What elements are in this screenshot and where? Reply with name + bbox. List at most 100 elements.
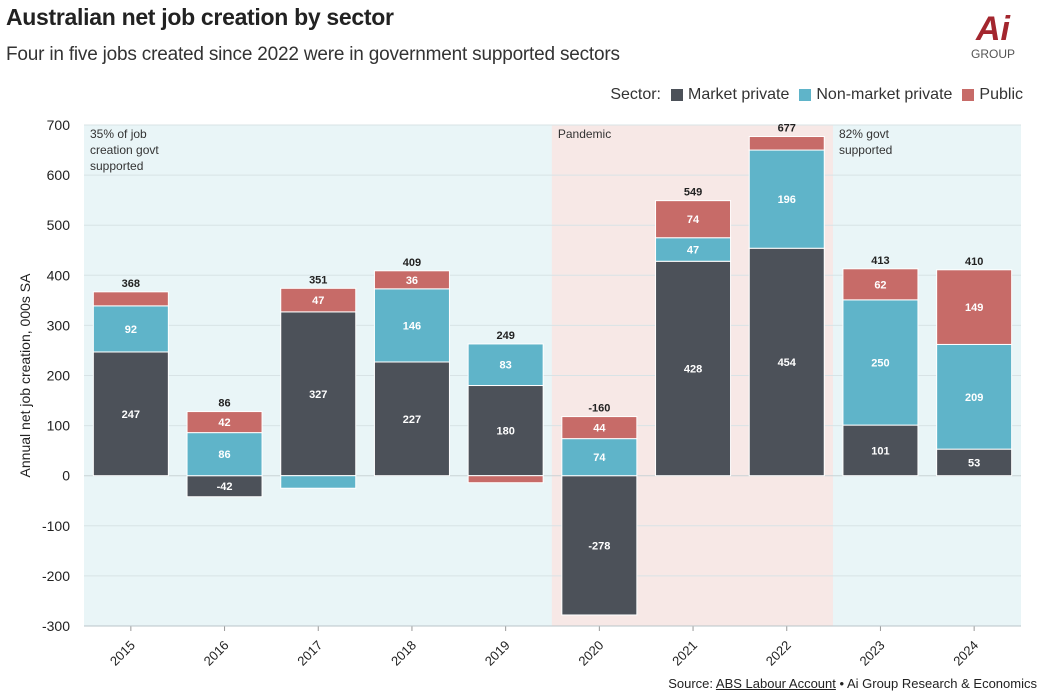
x-tick-label: 2017 xyxy=(294,638,325,669)
bar-value-label: 227 xyxy=(403,414,421,426)
bar-non-market-private xyxy=(373,288,450,363)
y-tick-label: 600 xyxy=(47,167,71,183)
bar-value-label: 42 xyxy=(218,417,230,429)
bar-total-label: 86 xyxy=(218,398,230,410)
bar-total-label: 368 xyxy=(122,278,140,290)
y-tick-label: 700 xyxy=(47,117,71,133)
source-note: Source: ABS Labour Account • Ai Group Re… xyxy=(668,676,1037,691)
bar-value-label: 428 xyxy=(684,363,702,375)
y-tick-label: 200 xyxy=(47,368,71,384)
bar-market-private xyxy=(280,311,357,477)
bar-value-label: 180 xyxy=(496,426,514,438)
bar-value-label: 101 xyxy=(871,445,889,457)
y-axis-label: Annual net job creation, 000s SA xyxy=(17,273,33,478)
bar-non-market-private xyxy=(92,305,169,353)
x-tick-label: 2019 xyxy=(482,638,513,669)
bar-value-label: 86 xyxy=(218,449,230,461)
bar-value-label: -42 xyxy=(217,481,233,493)
x-tick-label: 2022 xyxy=(763,638,794,669)
legend-swatch-public xyxy=(962,89,975,101)
bar-total-label: 249 xyxy=(496,330,514,342)
bar-total-label: 351 xyxy=(309,274,327,286)
x-tick-label: 2021 xyxy=(669,638,700,669)
source-prefix: Source: xyxy=(668,676,713,691)
bar-value-label: 47 xyxy=(687,244,699,256)
chart-title: Australian net job creation by sector xyxy=(6,4,394,30)
bar-non-market-private xyxy=(936,343,1013,450)
legend-text-public: Public xyxy=(979,86,1023,103)
y-tick-label: 500 xyxy=(47,217,71,233)
bar-total-label: 677 xyxy=(778,123,796,135)
bar-value-label: 47 xyxy=(312,295,324,307)
bar-value-label: -278 xyxy=(588,540,610,552)
legend-swatch-non-market-private xyxy=(799,89,812,101)
legend-item-market-private: Market private xyxy=(671,86,789,104)
x-tick-label: 2018 xyxy=(388,638,419,669)
bar-non-market-private xyxy=(561,438,638,477)
bar-public xyxy=(92,291,169,307)
bar-public xyxy=(936,269,1013,345)
source-suffix: • Ai Group Research & Economics xyxy=(839,676,1037,691)
bar-public xyxy=(467,475,544,484)
logo-group-text: GROUP xyxy=(971,47,1015,61)
x-tick-label: 2024 xyxy=(950,638,981,669)
bar-total-label: 413 xyxy=(871,255,889,267)
bar-total-label: 409 xyxy=(403,257,421,269)
legend-text-non-market-private: Non-market private xyxy=(816,86,953,103)
y-tick-label: 0 xyxy=(62,468,70,484)
bar-market-private xyxy=(748,247,825,477)
region-annotation-pre-pandemic: creation govt xyxy=(90,143,159,157)
legend-item-non-market-private: Non-market private xyxy=(799,86,952,104)
region-annotation-pre-pandemic: 35% of job xyxy=(90,127,147,141)
y-tick-label: 300 xyxy=(47,317,71,333)
source-link[interactable]: ABS Labour Account xyxy=(715,676,836,691)
x-tick-label: 2020 xyxy=(575,638,606,669)
bar-market-private xyxy=(936,448,1013,477)
bar-value-label: 454 xyxy=(778,357,797,369)
bar-value-label: 327 xyxy=(309,389,327,401)
legend-label: Sector: xyxy=(610,86,661,103)
y-tick-label: 100 xyxy=(47,418,71,434)
x-tick-label: 2016 xyxy=(201,638,232,669)
logo-mark: Ai xyxy=(975,10,1012,48)
bar-value-label: 196 xyxy=(778,194,796,206)
bar-public xyxy=(561,416,638,440)
y-tick-label: -200 xyxy=(42,568,70,584)
bar-non-market-private xyxy=(748,149,825,249)
bar-total-label: 549 xyxy=(684,187,702,199)
bar-public xyxy=(373,270,450,290)
legend-text-market-private: Market private xyxy=(688,86,790,103)
bar-value-label: 250 xyxy=(871,357,889,369)
bar-value-label: 62 xyxy=(874,279,886,291)
bar-total-label: 410 xyxy=(965,256,983,268)
legend: Sector: Market private Non-market privat… xyxy=(610,84,1023,106)
bar-value-label: 36 xyxy=(406,275,418,287)
y-tick-label: -100 xyxy=(42,518,70,534)
region-annotation-post-2022: 82% govt xyxy=(839,127,890,141)
bar-public xyxy=(655,200,732,239)
y-tick-label: 400 xyxy=(47,267,71,283)
bar-non-market-private xyxy=(842,299,919,426)
bar-public xyxy=(748,136,825,151)
bar-value-label: 83 xyxy=(500,360,512,372)
chart-subtitle: Four in five jobs created since 2022 wer… xyxy=(6,44,620,65)
bar-market-private xyxy=(655,260,732,477)
bar-value-label: 149 xyxy=(965,302,983,314)
bar-total-label: -160 xyxy=(588,403,610,415)
bar-market-private xyxy=(561,475,638,616)
bar-value-label: 146 xyxy=(403,320,421,332)
region-annotation-pandemic: Pandemic xyxy=(558,127,611,141)
bar-market-private xyxy=(373,361,450,477)
legend-item-public: Public xyxy=(962,86,1023,104)
legend-swatch-market-private xyxy=(671,89,683,101)
x-tick-label: 2023 xyxy=(857,638,888,669)
x-tick-label: 2015 xyxy=(107,638,138,669)
bar-non-market-private xyxy=(467,343,544,387)
ai-group-logo: Ai GROUP xyxy=(971,10,1015,61)
bar-value-label: 209 xyxy=(965,392,983,404)
bar-value-label: 74 xyxy=(593,452,606,464)
bar-value-label: 92 xyxy=(125,324,137,336)
bar-value-label: 44 xyxy=(593,423,606,435)
bar-public xyxy=(186,411,263,434)
